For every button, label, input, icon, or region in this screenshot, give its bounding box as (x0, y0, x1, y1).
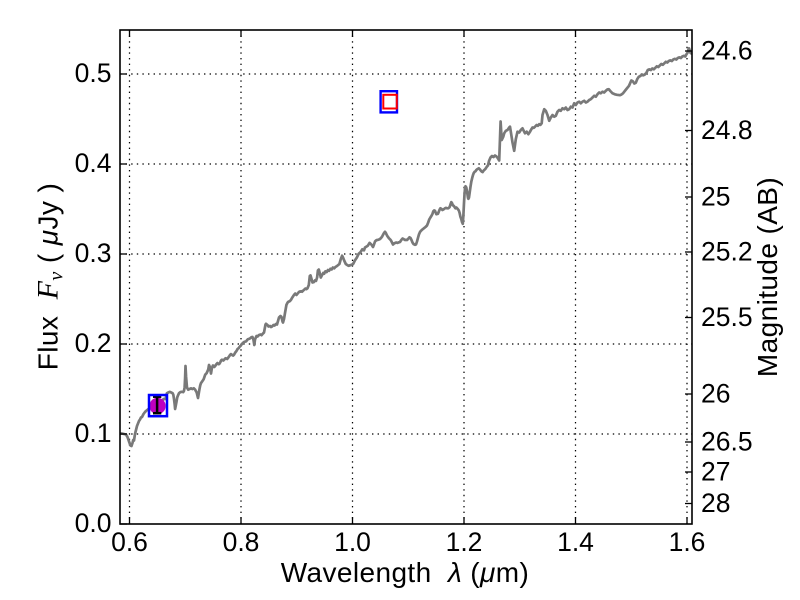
svg-text:1.6: 1.6 (669, 527, 706, 557)
svg-text:24.8: 24.8 (701, 115, 753, 145)
svg-text:0.8: 0.8 (223, 527, 260, 557)
svg-text:0.5: 0.5 (75, 58, 112, 88)
svg-text:0.4: 0.4 (75, 148, 112, 178)
svg-text:26.5: 26.5 (701, 427, 753, 457)
svg-text:0.6: 0.6 (111, 527, 148, 557)
svg-text:28: 28 (701, 488, 730, 518)
svg-text:1.0: 1.0 (334, 527, 371, 557)
svg-text:25.2: 25.2 (701, 237, 753, 267)
svg-text:1.4: 1.4 (557, 527, 594, 557)
svg-text:24.6: 24.6 (701, 36, 753, 66)
svg-text:Wavelength λ (μm): Wavelength λ (μm) (281, 557, 529, 588)
svg-text:0.0: 0.0 (75, 508, 112, 538)
svg-text:0.2: 0.2 (75, 328, 112, 358)
svg-text:25: 25 (701, 182, 730, 212)
svg-text:26: 26 (701, 379, 730, 409)
svg-text:0.1: 0.1 (75, 418, 112, 448)
svg-text:1.2: 1.2 (446, 527, 483, 557)
svg-text:Magnitude (AB): Magnitude (AB) (752, 177, 783, 377)
svg-text:25.5: 25.5 (701, 302, 753, 332)
svg-text:0.3: 0.3 (75, 238, 112, 268)
svg-text:27: 27 (701, 457, 730, 487)
